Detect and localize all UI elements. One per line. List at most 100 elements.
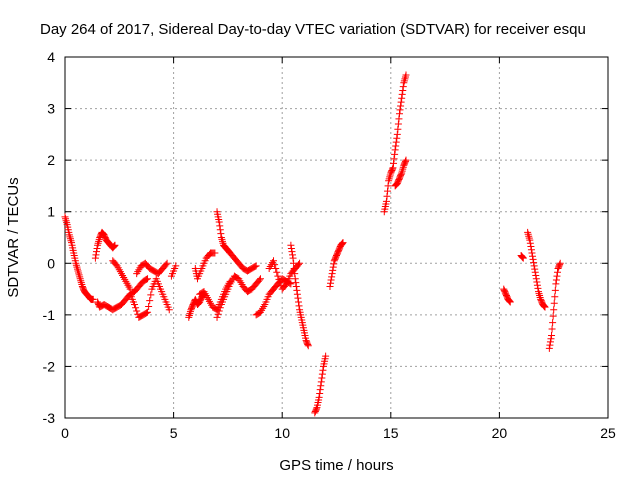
series-seg14 (265, 257, 304, 293)
data-point (518, 252, 526, 260)
data-point (533, 278, 541, 286)
series-seg4 (109, 257, 134, 293)
data-point (529, 255, 537, 263)
data-point (549, 319, 557, 327)
data-point (392, 138, 400, 146)
data-point (318, 374, 326, 382)
data-point (527, 246, 535, 254)
plot-frame (64, 56, 609, 419)
data-point (322, 352, 330, 360)
data-point (533, 281, 541, 289)
data-point (393, 134, 401, 142)
data-point (273, 268, 281, 276)
data-point (271, 261, 279, 269)
data-point (289, 251, 297, 259)
data-point (315, 393, 323, 401)
data-point (402, 71, 410, 79)
data-point (401, 73, 409, 81)
data-point (74, 267, 82, 275)
x-tick-label: 10 (274, 425, 290, 441)
x-axis-label: GPS time / hours (279, 457, 393, 474)
data-point (163, 259, 171, 267)
data-point (292, 282, 300, 290)
data-point (317, 378, 325, 386)
grid-lines (65, 57, 608, 418)
y-tick-label: 0 (47, 255, 55, 271)
data-point (339, 239, 347, 247)
data-point (162, 261, 170, 269)
data-point (94, 241, 102, 249)
data-point (547, 335, 555, 343)
data-point (506, 297, 514, 305)
data-point (288, 248, 296, 256)
data-point (91, 254, 99, 262)
data-point (215, 307, 223, 315)
data-point (525, 234, 533, 242)
data-point (94, 239, 102, 247)
data-point (519, 253, 527, 261)
data-point (63, 219, 71, 227)
data-point (338, 239, 346, 247)
data-point (400, 79, 408, 87)
data-point (131, 301, 139, 309)
data-point (142, 275, 150, 283)
data-point (541, 303, 549, 311)
data-point (217, 230, 225, 238)
data-point (93, 244, 101, 252)
data-point (525, 232, 533, 240)
data-point (527, 243, 535, 251)
data-point (392, 142, 400, 150)
data-point (338, 240, 346, 248)
data-point (385, 175, 393, 183)
data-point (213, 313, 221, 321)
data-point (218, 235, 226, 243)
data-point (329, 266, 337, 274)
data-point (506, 298, 514, 306)
series-seg7 (167, 262, 180, 280)
data-point (553, 272, 561, 280)
data-point (289, 254, 297, 262)
data-point (272, 264, 280, 272)
data-point (330, 260, 338, 268)
data-point (73, 265, 81, 273)
data-point (216, 226, 224, 234)
series-seg6 (133, 259, 171, 278)
data-point (390, 155, 398, 163)
data-point (215, 218, 223, 226)
data-point (531, 268, 539, 276)
data-point (399, 87, 407, 95)
data-point (328, 270, 336, 278)
series-seg18 (380, 71, 410, 216)
data-point (165, 306, 173, 314)
data-point (526, 236, 534, 244)
series-seg2 (91, 228, 119, 262)
data-point (519, 254, 527, 262)
series-seg10 (196, 277, 234, 314)
series-seg16 (311, 352, 330, 417)
data-point (546, 341, 554, 349)
data-point (318, 370, 326, 378)
series-seg15 (287, 241, 312, 350)
y-tick-label: 4 (47, 49, 55, 65)
data-point (256, 275, 264, 283)
data-point (294, 298, 302, 306)
series-seg23 (545, 259, 564, 352)
data-point (319, 366, 327, 374)
data-point (72, 261, 80, 269)
data-point (294, 261, 302, 269)
data-point (550, 299, 558, 307)
data-point (518, 253, 526, 261)
y-axis-label: SDTVAR / TECUs (5, 177, 22, 297)
data-point (66, 233, 74, 241)
data-point (528, 249, 536, 257)
data-point (534, 284, 542, 292)
data-point (312, 405, 320, 413)
series-seg19 (391, 156, 410, 190)
x-tick-label: 5 (170, 425, 178, 441)
data-point (185, 312, 193, 320)
data-point (389, 164, 397, 172)
data-point (66, 235, 74, 243)
data-point (391, 146, 399, 154)
data-point (76, 275, 84, 283)
chart-title: Day 264 of 2017, Sidereal Day-to-day VTE… (40, 21, 586, 38)
